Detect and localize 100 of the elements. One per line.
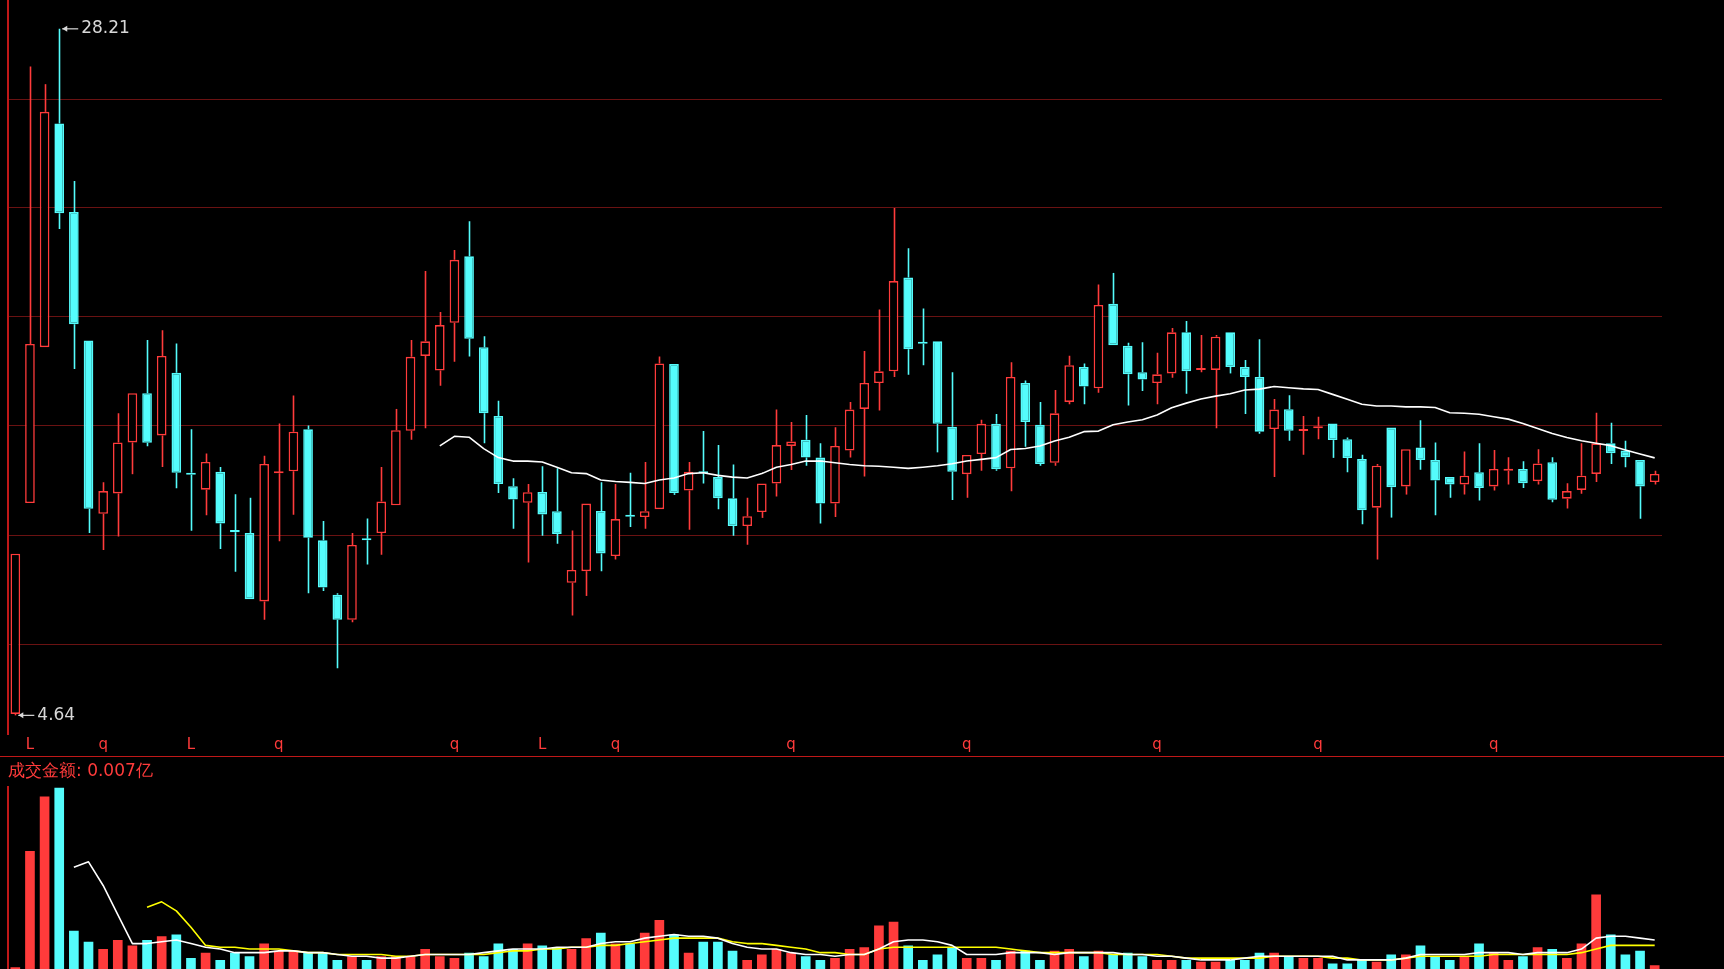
bar bbox=[1020, 950, 1031, 969]
bar bbox=[25, 850, 35, 969]
bar bbox=[669, 934, 679, 969]
bar bbox=[1444, 959, 1455, 969]
bar bbox=[1166, 959, 1177, 969]
bar bbox=[698, 941, 709, 969]
bar bbox=[1181, 959, 1192, 969]
candlestick bbox=[83, 340, 94, 534]
candlestick bbox=[478, 335, 489, 445]
bar bbox=[332, 959, 343, 969]
bar bbox=[347, 956, 357, 969]
bar bbox=[127, 945, 138, 969]
x-tick-label: q bbox=[449, 734, 460, 753]
candlestick bbox=[815, 442, 826, 525]
bar bbox=[947, 947, 957, 969]
bar bbox=[786, 952, 796, 969]
candlestick bbox=[449, 249, 460, 363]
bar bbox=[1225, 959, 1236, 969]
bar bbox=[903, 945, 914, 969]
bar bbox=[830, 958, 840, 969]
candlestick bbox=[376, 466, 387, 556]
candlestick bbox=[1181, 320, 1192, 395]
candlestick bbox=[303, 424, 313, 595]
candlestick bbox=[1283, 394, 1294, 442]
candlestick bbox=[1635, 459, 1645, 520]
bar bbox=[420, 949, 430, 969]
candlestick bbox=[1005, 361, 1016, 493]
x-tick-label: q bbox=[274, 734, 284, 753]
candlestick bbox=[1020, 379, 1031, 448]
bar bbox=[112, 939, 123, 969]
bar bbox=[874, 925, 884, 969]
bar bbox=[1430, 956, 1440, 969]
bar bbox=[361, 959, 372, 969]
candlestick bbox=[1122, 342, 1133, 407]
bar bbox=[230, 952, 240, 969]
candlestick bbox=[1254, 338, 1265, 435]
candlestick bbox=[888, 207, 899, 378]
bar bbox=[815, 959, 826, 969]
candlestick bbox=[1269, 398, 1279, 478]
bar bbox=[961, 958, 972, 969]
bar bbox=[1649, 965, 1660, 969]
bar bbox=[1152, 959, 1162, 969]
bar bbox=[478, 956, 489, 969]
candlestick bbox=[552, 467, 562, 545]
candlestick bbox=[537, 465, 548, 537]
candlestick bbox=[25, 65, 35, 504]
candlestick bbox=[332, 594, 343, 669]
candlestick bbox=[405, 339, 416, 441]
bar bbox=[991, 959, 1001, 969]
bar bbox=[39, 796, 50, 969]
bar bbox=[537, 945, 548, 969]
candlestick bbox=[1298, 415, 1309, 456]
candlestick bbox=[127, 393, 138, 475]
candlestick bbox=[391, 408, 401, 506]
candlestick bbox=[156, 329, 167, 468]
x-tick-label: q bbox=[786, 734, 796, 753]
bar bbox=[1342, 963, 1353, 969]
bar bbox=[859, 947, 870, 969]
bar bbox=[434, 956, 445, 969]
candlestick bbox=[1210, 334, 1221, 429]
candlestick bbox=[98, 481, 108, 551]
bar bbox=[800, 956, 811, 969]
candlestick bbox=[1488, 449, 1499, 492]
candlestick bbox=[713, 444, 723, 510]
bar bbox=[1064, 949, 1075, 969]
candlestick bbox=[1386, 427, 1397, 519]
bar bbox=[215, 959, 226, 969]
bar bbox=[1137, 956, 1148, 969]
bar bbox=[1503, 959, 1514, 969]
bar bbox=[273, 950, 284, 969]
bar bbox=[932, 954, 943, 969]
bar bbox=[200, 952, 211, 969]
candlestick bbox=[595, 481, 606, 572]
candlestick bbox=[800, 414, 811, 467]
candlestick bbox=[1137, 341, 1148, 392]
candlestick bbox=[727, 463, 738, 537]
bar bbox=[317, 952, 328, 969]
bar bbox=[1547, 949, 1558, 969]
bar bbox=[625, 943, 635, 969]
bar bbox=[595, 932, 606, 969]
candlestick bbox=[1371, 463, 1382, 561]
candlestick bbox=[215, 466, 226, 550]
candlestick bbox=[1459, 450, 1470, 496]
candlestick bbox=[434, 311, 445, 387]
candlestick bbox=[39, 83, 50, 348]
bar bbox=[1591, 894, 1601, 969]
bar bbox=[742, 959, 753, 969]
candlestick bbox=[1079, 362, 1089, 406]
bar bbox=[1518, 956, 1528, 969]
x-tick-label: q bbox=[1152, 734, 1162, 753]
candlestick bbox=[1620, 439, 1631, 468]
bar bbox=[1635, 950, 1645, 969]
candlestick bbox=[1093, 283, 1104, 394]
candlestick bbox=[903, 247, 914, 376]
bar bbox=[713, 941, 723, 969]
x-tick-label: q bbox=[98, 734, 108, 753]
bar bbox=[1313, 958, 1323, 969]
candlestick bbox=[244, 496, 255, 600]
candlestick bbox=[1430, 441, 1440, 517]
x-tick-label: q bbox=[961, 734, 972, 753]
